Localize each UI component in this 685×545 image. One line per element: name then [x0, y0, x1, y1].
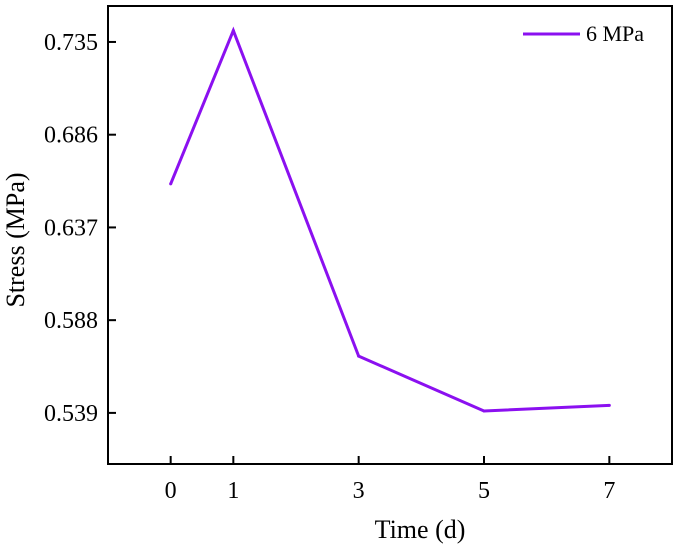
- x-tick-label: 3: [353, 478, 365, 504]
- legend: 6 MPa: [523, 21, 644, 46]
- y-tick-label: 0.539: [44, 401, 98, 427]
- data-point: [607, 403, 611, 407]
- x-tick-label: 7: [603, 478, 615, 504]
- legend-label: 6 MPa: [586, 21, 644, 46]
- data-point: [482, 409, 486, 413]
- y-tick-label: 0.686: [44, 123, 98, 149]
- y-tick-label: 0.637: [44, 215, 98, 241]
- data-point: [357, 354, 361, 358]
- x-tick-label: 0: [165, 478, 177, 504]
- data-point: [169, 182, 173, 186]
- x-tick-label: 1: [227, 478, 239, 504]
- data-point: [231, 29, 235, 33]
- y-tick-label: 0.588: [44, 308, 98, 334]
- series-line: [169, 26, 610, 413]
- y-axis: 0.539 0.588 0.637 0.686 0.735: [44, 30, 116, 427]
- plot-frame: [107, 5, 673, 465]
- y-tick-label: 0.735: [44, 30, 98, 56]
- x-axis-title: Time (d): [375, 515, 466, 544]
- x-tick-label: 5: [478, 478, 490, 504]
- y-axis-title: Stress (MPa): [1, 172, 30, 307]
- series-layer: [169, 26, 611, 413]
- x-axis: 0 1 3 5 7: [165, 456, 615, 504]
